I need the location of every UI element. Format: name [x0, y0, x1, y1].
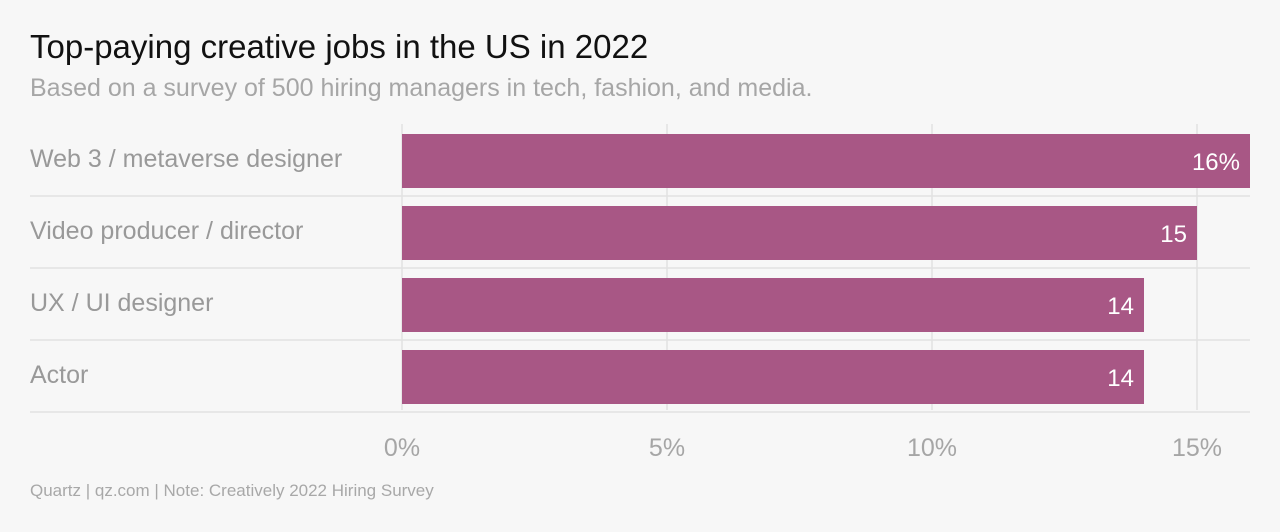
bar-value-label: 16% — [1192, 149, 1240, 176]
bar — [402, 134, 1250, 188]
category-label: Actor — [30, 361, 88, 389]
labels: 0% 5% 10% 15% Web 3 / metaverse designer 16% V… — [30, 145, 1240, 462]
bar — [402, 278, 1144, 332]
chart-subtitle: Based on a survey of 500 hiring managers… — [30, 74, 813, 102]
gridlines — [30, 124, 1250, 413]
x-tick-label: 0% — [384, 434, 420, 462]
x-tick-label: 5% — [649, 434, 685, 462]
chart-footer: Quartz | qz.com | Note: Creatively 2022 … — [30, 481, 434, 500]
category-label: Web 3 / metaverse designer — [30, 145, 342, 173]
bar-value-label: 15 — [1160, 221, 1187, 248]
x-tick-label: 15% — [1172, 434, 1222, 462]
bars — [402, 134, 1250, 404]
bar — [402, 350, 1144, 404]
bar-value-label: 14 — [1107, 293, 1134, 320]
category-label: Video producer / director — [30, 217, 303, 245]
category-label: UX / UI designer — [30, 289, 213, 317]
bar-value-label: 14 — [1107, 365, 1134, 392]
chart-title: Top-paying creative jobs in the US in 20… — [30, 28, 649, 65]
x-tick-label: 10% — [907, 434, 957, 462]
bar — [402, 206, 1197, 260]
